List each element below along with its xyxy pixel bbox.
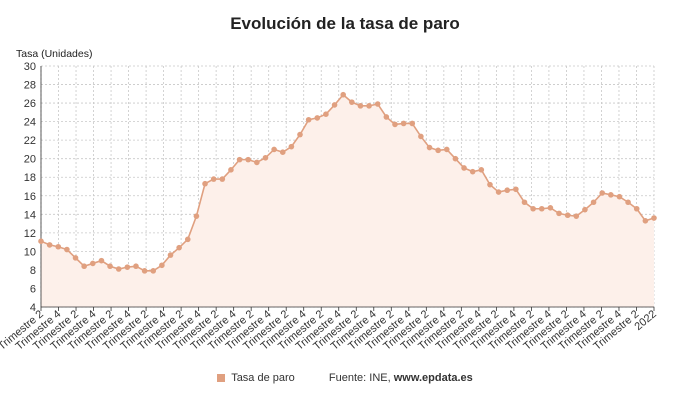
data-point bbox=[400, 120, 407, 127]
data-point bbox=[210, 176, 217, 182]
data-point bbox=[55, 243, 62, 250]
data-point bbox=[374, 101, 381, 107]
data-point bbox=[625, 199, 631, 206]
y-tick-label: 28 bbox=[24, 80, 36, 92]
data-point bbox=[495, 189, 502, 195]
axes bbox=[40, 66, 655, 311]
data-point bbox=[608, 192, 614, 198]
data-point bbox=[193, 213, 200, 219]
legend: Tasa de paro Fuente: INE, www.epdata.es bbox=[0, 372, 690, 384]
data-point bbox=[418, 133, 424, 140]
data-point bbox=[262, 154, 269, 161]
source-link[interactable]: www.epdata.es bbox=[393, 372, 473, 384]
y-tick-label: 30 bbox=[24, 61, 36, 73]
data-point bbox=[513, 186, 519, 193]
data-point bbox=[426, 144, 433, 151]
data-point bbox=[159, 262, 165, 269]
data-point bbox=[245, 156, 252, 163]
area-layer bbox=[40, 93, 655, 307]
data-point bbox=[331, 102, 338, 108]
data-point bbox=[288, 143, 295, 150]
data-point bbox=[176, 244, 182, 251]
data-point bbox=[642, 217, 649, 224]
data-point bbox=[150, 268, 157, 274]
data-point bbox=[297, 131, 303, 138]
data-point bbox=[573, 213, 580, 219]
data-point bbox=[314, 115, 321, 121]
data-point bbox=[81, 263, 87, 270]
data-point bbox=[443, 146, 450, 153]
data-point bbox=[478, 167, 485, 173]
data-point bbox=[236, 156, 243, 163]
data-point bbox=[184, 236, 191, 243]
legend-series-name: Tasa de paro bbox=[231, 372, 295, 384]
data-point bbox=[46, 242, 53, 248]
y-tick-label: 26 bbox=[24, 98, 36, 110]
data-point bbox=[98, 257, 105, 264]
data-point bbox=[366, 103, 372, 109]
y-tick-label: 20 bbox=[24, 154, 36, 166]
data-point bbox=[409, 120, 416, 127]
data-point bbox=[357, 103, 364, 109]
data-point bbox=[487, 181, 493, 188]
data-point bbox=[64, 246, 70, 253]
source-prefix: Fuente: INE, bbox=[328, 372, 394, 384]
data-point bbox=[521, 199, 528, 206]
data-point bbox=[392, 121, 398, 128]
data-point bbox=[564, 212, 571, 219]
data-point bbox=[323, 111, 329, 117]
data-point bbox=[547, 205, 554, 211]
y-axis-title: Tasa (Unidades) bbox=[16, 48, 92, 60]
data-point bbox=[383, 114, 390, 120]
data-point bbox=[651, 215, 657, 221]
data-point bbox=[115, 266, 122, 272]
data-point bbox=[254, 159, 260, 166]
y-tick-label: 12 bbox=[24, 228, 36, 240]
data-point bbox=[228, 167, 234, 173]
data-point bbox=[461, 165, 467, 171]
y-tick-label: 8 bbox=[30, 265, 36, 277]
data-point bbox=[38, 238, 44, 244]
y-tick-label: 6 bbox=[30, 283, 36, 295]
data-point bbox=[271, 146, 277, 153]
data-point bbox=[219, 176, 226, 182]
legend-swatch bbox=[217, 374, 226, 383]
data-point bbox=[279, 149, 286, 156]
data-point bbox=[141, 268, 148, 274]
data-point bbox=[349, 99, 355, 105]
tick-labels: Tasa (Unidades) 4 6 8 10 12 14 16 18 20 22 24 26 28 30… bbox=[0, 48, 659, 353]
data-point bbox=[530, 205, 536, 212]
y-tick-label: 14 bbox=[24, 209, 36, 221]
data-point bbox=[538, 205, 545, 212]
data-point bbox=[435, 147, 441, 154]
y-tick-label: 16 bbox=[24, 191, 36, 203]
points bbox=[38, 91, 657, 274]
data-point bbox=[599, 190, 605, 196]
data-point bbox=[107, 263, 113, 270]
data-point bbox=[72, 255, 79, 261]
y-tick-label: 18 bbox=[24, 172, 36, 184]
data-point bbox=[616, 193, 623, 200]
y-tick-label: 10 bbox=[24, 246, 36, 258]
data-point bbox=[124, 264, 131, 270]
chart-title: Evolución de la tasa de paro bbox=[230, 14, 460, 33]
data-point bbox=[167, 252, 174, 258]
data-point bbox=[452, 155, 459, 162]
data-point bbox=[582, 206, 588, 213]
data-point bbox=[305, 116, 312, 123]
y-tick-label: 22 bbox=[24, 135, 36, 147]
data-point bbox=[633, 205, 640, 212]
data-point bbox=[504, 187, 511, 194]
data-point bbox=[590, 199, 597, 206]
data-point bbox=[202, 180, 208, 187]
y-tick-label: 24 bbox=[24, 117, 36, 129]
data-point bbox=[556, 210, 562, 217]
data-point bbox=[90, 260, 96, 267]
data-point bbox=[340, 91, 346, 98]
y-tick-label: 4 bbox=[30, 302, 36, 314]
data-point bbox=[133, 263, 139, 270]
data-point bbox=[469, 168, 476, 175]
series-area-fill bbox=[41, 94, 654, 307]
